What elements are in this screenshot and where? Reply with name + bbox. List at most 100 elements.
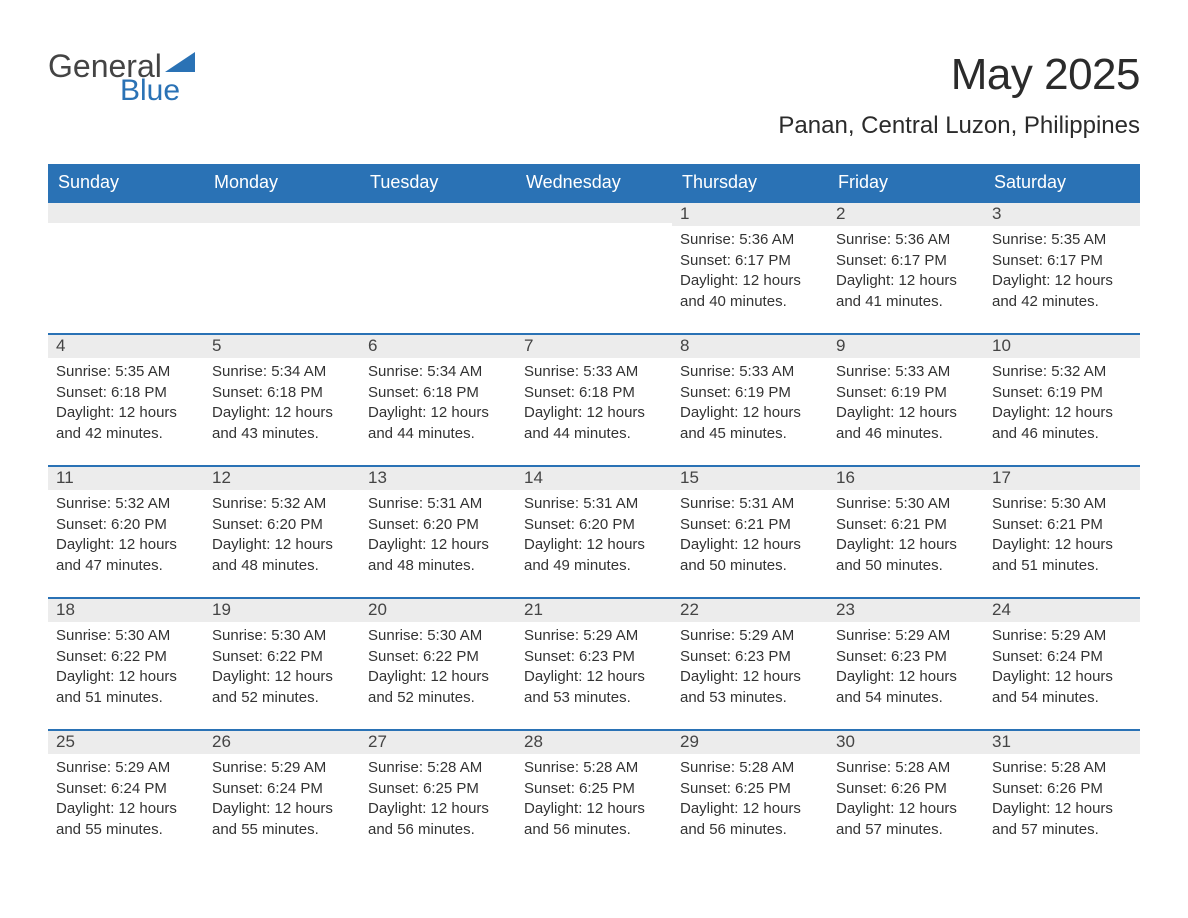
sunrise-text: Sunrise: 5:31 AM [368,494,508,515]
daylight-text: Daylight: 12 hours and 54 minutes. [836,667,976,708]
sunset-text: Sunset: 6:24 PM [56,779,196,800]
calendar-week-row: 11Sunrise: 5:32 AMSunset: 6:20 PMDayligh… [48,465,1140,597]
sunset-text: Sunset: 6:26 PM [836,779,976,800]
day-details: Sunrise: 5:29 AMSunset: 6:23 PMDaylight:… [672,622,828,709]
calendar-day-cell: 22Sunrise: 5:29 AMSunset: 6:23 PMDayligh… [672,597,828,729]
calendar-day-cell: 9Sunrise: 5:33 AMSunset: 6:19 PMDaylight… [828,333,984,465]
day-number: 17 [984,465,1140,490]
calendar-day-cell: 30Sunrise: 5:28 AMSunset: 6:26 PMDayligh… [828,729,984,861]
sunset-text: Sunset: 6:19 PM [836,383,976,404]
day-details: Sunrise: 5:32 AMSunset: 6:20 PMDaylight:… [204,490,360,577]
sunrise-text: Sunrise: 5:30 AM [368,626,508,647]
daylight-text: Daylight: 12 hours and 41 minutes. [836,271,976,312]
weekday-heading: Thursday [672,164,828,201]
sunrise-text: Sunrise: 5:30 AM [56,626,196,647]
day-number: 1 [672,201,828,226]
sunset-text: Sunset: 6:25 PM [368,779,508,800]
sunrise-text: Sunrise: 5:28 AM [524,758,664,779]
calendar-day-cell: 26Sunrise: 5:29 AMSunset: 6:24 PMDayligh… [204,729,360,861]
calendar-week-row: 1Sunrise: 5:36 AMSunset: 6:17 PMDaylight… [48,201,1140,333]
day-number: 24 [984,597,1140,622]
location-label: Panan, Central Luzon, Philippines [778,112,1140,140]
daylight-text: Daylight: 12 hours and 46 minutes. [836,403,976,444]
sunset-text: Sunset: 6:21 PM [680,515,820,536]
sunset-text: Sunset: 6:20 PM [56,515,196,536]
day-details: Sunrise: 5:30 AMSunset: 6:22 PMDaylight:… [360,622,516,709]
calendar-day-cell: 25Sunrise: 5:29 AMSunset: 6:24 PMDayligh… [48,729,204,861]
calendar-day-cell: 13Sunrise: 5:31 AMSunset: 6:20 PMDayligh… [360,465,516,597]
day-details: Sunrise: 5:30 AMSunset: 6:21 PMDaylight:… [984,490,1140,577]
logo-text-blue: Blue [120,76,195,106]
sunset-text: Sunset: 6:26 PM [992,779,1132,800]
daylight-text: Daylight: 12 hours and 52 minutes. [212,667,352,708]
calendar-day-cell: 10Sunrise: 5:32 AMSunset: 6:19 PMDayligh… [984,333,1140,465]
sunset-text: Sunset: 6:24 PM [212,779,352,800]
day-details: Sunrise: 5:29 AMSunset: 6:24 PMDaylight:… [48,754,204,841]
sunset-text: Sunset: 6:18 PM [212,383,352,404]
day-details: Sunrise: 5:33 AMSunset: 6:19 PMDaylight:… [828,358,984,445]
day-details: Sunrise: 5:32 AMSunset: 6:19 PMDaylight:… [984,358,1140,445]
day-details: Sunrise: 5:34 AMSunset: 6:18 PMDaylight:… [360,358,516,445]
sunset-text: Sunset: 6:17 PM [680,251,820,272]
sunset-text: Sunset: 6:18 PM [56,383,196,404]
sunset-text: Sunset: 6:17 PM [992,251,1132,272]
sunrise-text: Sunrise: 5:32 AM [56,494,196,515]
daylight-text: Daylight: 12 hours and 56 minutes. [680,799,820,840]
calendar-day-cell: 8Sunrise: 5:33 AMSunset: 6:19 PMDaylight… [672,333,828,465]
day-details: Sunrise: 5:35 AMSunset: 6:17 PMDaylight:… [984,226,1140,313]
calendar-day-cell: 7Sunrise: 5:33 AMSunset: 6:18 PMDaylight… [516,333,672,465]
header: General Blue May 2025 Panan, Central Luz… [48,50,1140,140]
day-number: 31 [984,729,1140,754]
sunrise-text: Sunrise: 5:34 AM [368,362,508,383]
sunrise-text: Sunrise: 5:29 AM [212,758,352,779]
day-number: 3 [984,201,1140,226]
day-details: Sunrise: 5:33 AMSunset: 6:18 PMDaylight:… [516,358,672,445]
daylight-text: Daylight: 12 hours and 44 minutes. [368,403,508,444]
day-details: Sunrise: 5:28 AMSunset: 6:25 PMDaylight:… [516,754,672,841]
day-details: Sunrise: 5:33 AMSunset: 6:19 PMDaylight:… [672,358,828,445]
sunrise-text: Sunrise: 5:30 AM [836,494,976,515]
day-details: Sunrise: 5:29 AMSunset: 6:24 PMDaylight:… [984,622,1140,709]
calendar-day-cell [516,201,672,333]
weekday-heading: Saturday [984,164,1140,201]
day-number: 12 [204,465,360,490]
calendar-day-cell: 4Sunrise: 5:35 AMSunset: 6:18 PMDaylight… [48,333,204,465]
calendar-day-cell: 16Sunrise: 5:30 AMSunset: 6:21 PMDayligh… [828,465,984,597]
day-number: 26 [204,729,360,754]
sunset-text: Sunset: 6:25 PM [524,779,664,800]
calendar-day-cell: 11Sunrise: 5:32 AMSunset: 6:20 PMDayligh… [48,465,204,597]
calendar-day-cell: 31Sunrise: 5:28 AMSunset: 6:26 PMDayligh… [984,729,1140,861]
day-number: 14 [516,465,672,490]
sunset-text: Sunset: 6:22 PM [212,647,352,668]
day-number [360,201,516,223]
day-details: Sunrise: 5:32 AMSunset: 6:20 PMDaylight:… [48,490,204,577]
day-number: 18 [48,597,204,622]
calendar-day-cell: 14Sunrise: 5:31 AMSunset: 6:20 PMDayligh… [516,465,672,597]
daylight-text: Daylight: 12 hours and 43 minutes. [212,403,352,444]
daylight-text: Daylight: 12 hours and 56 minutes. [524,799,664,840]
daylight-text: Daylight: 12 hours and 45 minutes. [680,403,820,444]
day-details: Sunrise: 5:28 AMSunset: 6:26 PMDaylight:… [828,754,984,841]
daylight-text: Daylight: 12 hours and 57 minutes. [836,799,976,840]
daylight-text: Daylight: 12 hours and 50 minutes. [836,535,976,576]
daylight-text: Daylight: 12 hours and 49 minutes. [524,535,664,576]
sunrise-text: Sunrise: 5:30 AM [212,626,352,647]
sunrise-text: Sunrise: 5:33 AM [680,362,820,383]
day-details: Sunrise: 5:29 AMSunset: 6:23 PMDaylight:… [516,622,672,709]
sunrise-text: Sunrise: 5:31 AM [524,494,664,515]
daylight-text: Daylight: 12 hours and 53 minutes. [680,667,820,708]
weekday-heading: Tuesday [360,164,516,201]
daylight-text: Daylight: 12 hours and 54 minutes. [992,667,1132,708]
day-number: 10 [984,333,1140,358]
sunrise-text: Sunrise: 5:28 AM [836,758,976,779]
sunrise-text: Sunrise: 5:36 AM [680,230,820,251]
sunrise-text: Sunrise: 5:29 AM [680,626,820,647]
daylight-text: Daylight: 12 hours and 40 minutes. [680,271,820,312]
day-number: 20 [360,597,516,622]
daylight-text: Daylight: 12 hours and 51 minutes. [56,667,196,708]
sunset-text: Sunset: 6:24 PM [992,647,1132,668]
daylight-text: Daylight: 12 hours and 52 minutes. [368,667,508,708]
sunset-text: Sunset: 6:20 PM [368,515,508,536]
month-title: May 2025 [778,50,1140,100]
sunset-text: Sunset: 6:20 PM [212,515,352,536]
